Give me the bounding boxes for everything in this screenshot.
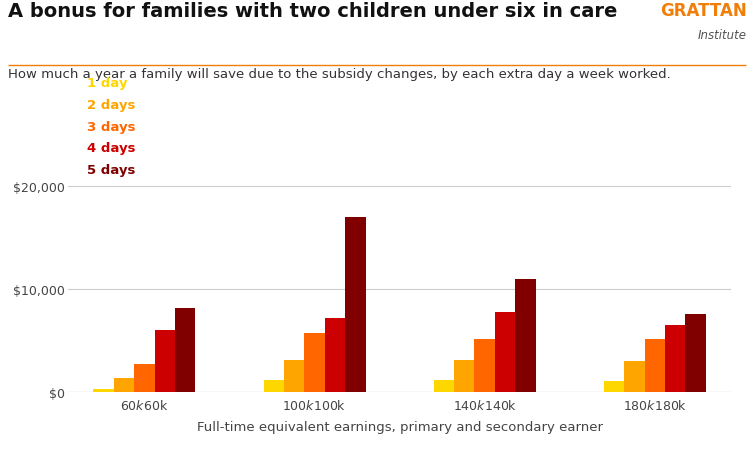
Bar: [495, 312, 515, 392]
Bar: [624, 361, 645, 392]
Text: 1 day: 1 day: [87, 77, 127, 90]
Text: 5 days: 5 days: [87, 164, 135, 176]
Bar: [134, 364, 155, 392]
Text: Institute: Institute: [697, 29, 746, 42]
Bar: [175, 308, 195, 392]
Bar: [665, 325, 685, 392]
Bar: [345, 217, 366, 392]
Text: A bonus for families with two children under six in care: A bonus for families with two children u…: [8, 2, 617, 21]
Bar: [325, 318, 345, 392]
Text: 2 days: 2 days: [87, 99, 135, 111]
Bar: [515, 279, 536, 392]
Bar: [155, 331, 175, 392]
Bar: [263, 380, 284, 392]
Bar: [474, 339, 495, 392]
Bar: [284, 360, 305, 392]
Text: 3 days: 3 days: [87, 120, 135, 133]
Bar: [645, 339, 665, 392]
Bar: [305, 334, 325, 392]
Text: GRATTAN: GRATTAN: [660, 2, 746, 20]
X-axis label: Full-time equivalent earnings, primary and secondary earner: Full-time equivalent earnings, primary a…: [197, 420, 602, 433]
Bar: [454, 360, 474, 392]
Text: How much a year a family will save due to the subsidy changes, by each extra day: How much a year a family will save due t…: [8, 68, 670, 81]
Bar: [93, 389, 114, 392]
Bar: [685, 314, 706, 392]
Bar: [434, 380, 454, 392]
Bar: [114, 378, 134, 392]
Text: 4 days: 4 days: [87, 142, 135, 155]
Bar: [604, 381, 624, 392]
